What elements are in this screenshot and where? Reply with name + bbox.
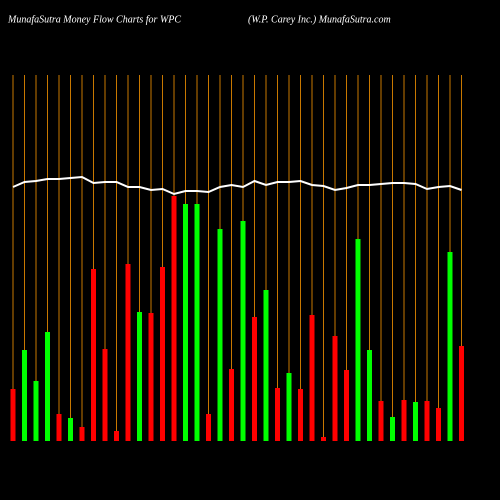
bar <box>275 388 280 441</box>
bar <box>102 349 108 441</box>
bar <box>171 196 177 441</box>
bar <box>252 317 257 441</box>
bar <box>160 267 165 441</box>
bar <box>183 204 188 441</box>
bar <box>286 373 292 441</box>
bar <box>390 417 395 441</box>
bar <box>229 369 234 441</box>
bar <box>447 252 453 441</box>
bar <box>206 414 211 441</box>
bar <box>91 269 96 441</box>
bar <box>137 312 142 441</box>
bar <box>125 264 131 441</box>
bar <box>33 381 39 441</box>
chart-subtitle: (W.P. Carey Inc.) MunafaSutra.com <box>248 14 391 25</box>
bar <box>56 414 62 441</box>
bar <box>459 346 464 441</box>
bar <box>378 401 384 441</box>
bar <box>298 389 303 441</box>
bar <box>68 418 73 441</box>
bar <box>309 315 315 441</box>
bar <box>424 401 430 441</box>
bar <box>413 402 418 441</box>
bar <box>436 408 441 441</box>
bar <box>217 229 223 441</box>
bar <box>344 370 349 441</box>
bar <box>332 336 338 441</box>
bar <box>114 431 119 441</box>
chart-title: MunafaSutra Money Flow Charts for WPC <box>7 14 181 25</box>
bar <box>367 350 372 441</box>
bar <box>79 427 85 441</box>
bar <box>401 400 407 441</box>
bar <box>148 313 154 441</box>
bar <box>321 437 326 441</box>
bar <box>45 332 50 441</box>
bar <box>355 239 361 441</box>
bar <box>240 221 246 441</box>
money-flow-line <box>12 175 462 196</box>
bar <box>194 204 200 441</box>
bar <box>22 350 27 441</box>
bar <box>10 389 16 441</box>
bar <box>263 290 269 441</box>
